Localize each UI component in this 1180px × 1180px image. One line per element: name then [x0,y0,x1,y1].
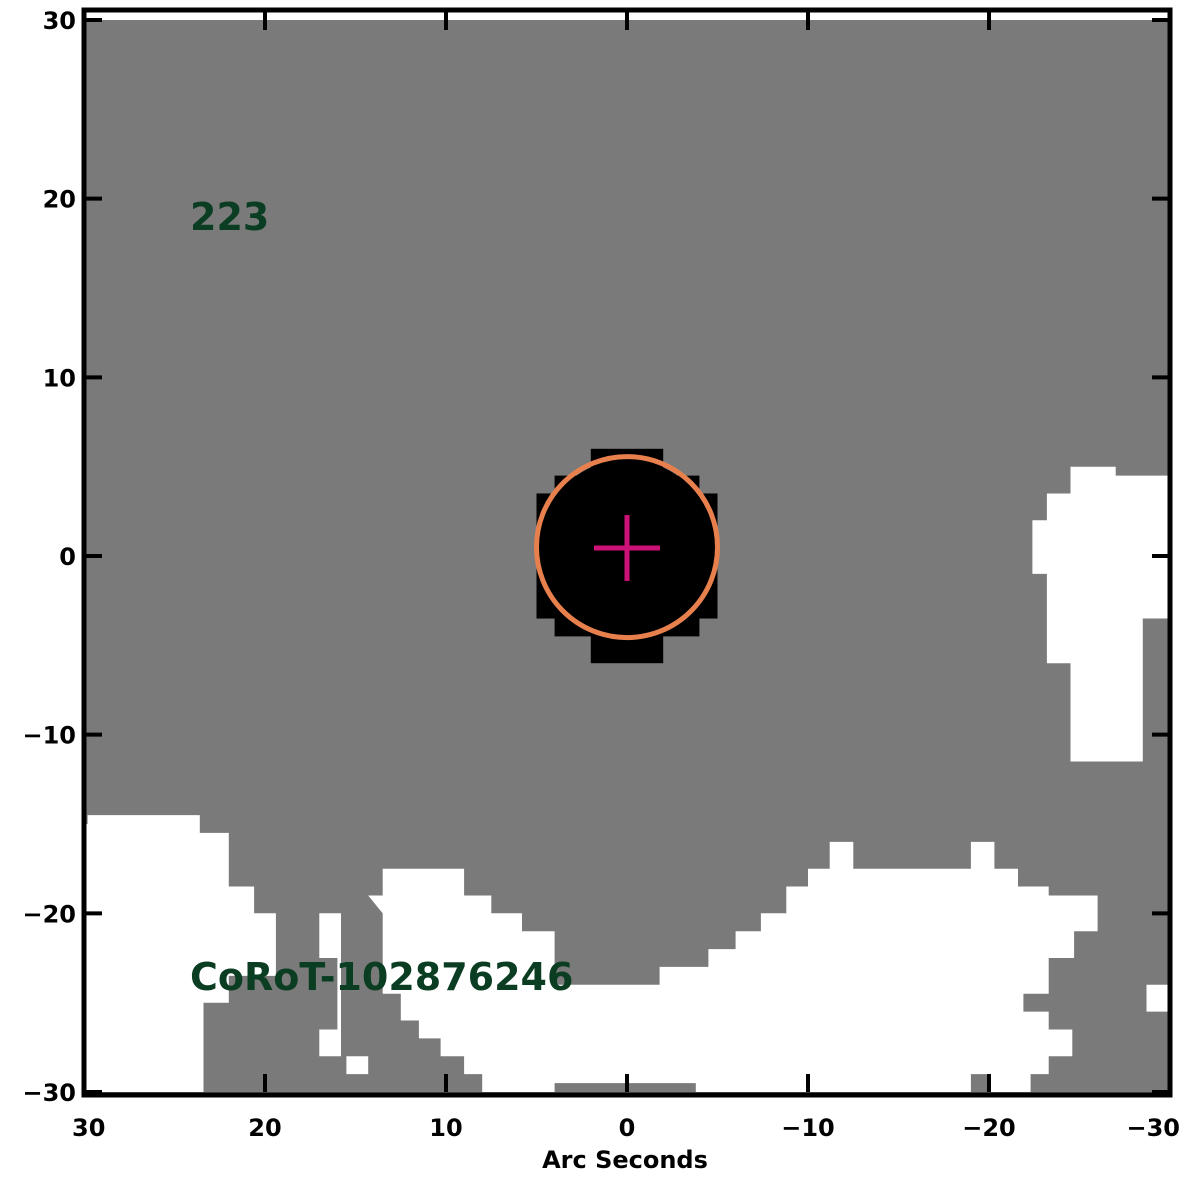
y-tick-label: 0 [59,543,76,571]
x-tick-label: 30 [72,1114,105,1142]
count-label: 223 [190,195,269,239]
corner-patch-region [1146,984,1170,1012]
right-edge-region [1032,466,1169,762]
x-tick-label: 10 [429,1114,462,1142]
y-tick-label: 20 [43,186,76,214]
target-id-label: CoRoT-102876246 [190,955,573,999]
plot-frame [81,7,1173,1098]
left-post-region [319,913,341,1057]
x-tick-label: 20 [248,1114,281,1142]
aperture-circle [534,454,720,641]
x-axis-title: Arc Seconds [542,1146,708,1174]
y-tick-label: 30 [43,7,76,35]
x-tick-label: −30 [1126,1114,1180,1142]
target-marker [594,515,660,581]
small-patch-region [346,1056,369,1075]
x-tick-label: −20 [962,1114,1016,1142]
white-regions [75,466,1170,1092]
axis-ticks: 30 20 10 0 −10 −20 −30 30 20 10 0 −10 −20 −30 [22,7,1180,1142]
bottom-main-region [368,841,1098,1092]
x-tick-label: 0 [619,1114,636,1142]
x-tick-label: −10 [781,1114,835,1142]
y-tick-label: −20 [22,900,76,928]
y-tick-label: 10 [43,364,76,392]
y-tick-label: −10 [22,722,76,750]
bottom-left-region [75,815,276,1092]
y-tick-label: −30 [22,1079,76,1107]
